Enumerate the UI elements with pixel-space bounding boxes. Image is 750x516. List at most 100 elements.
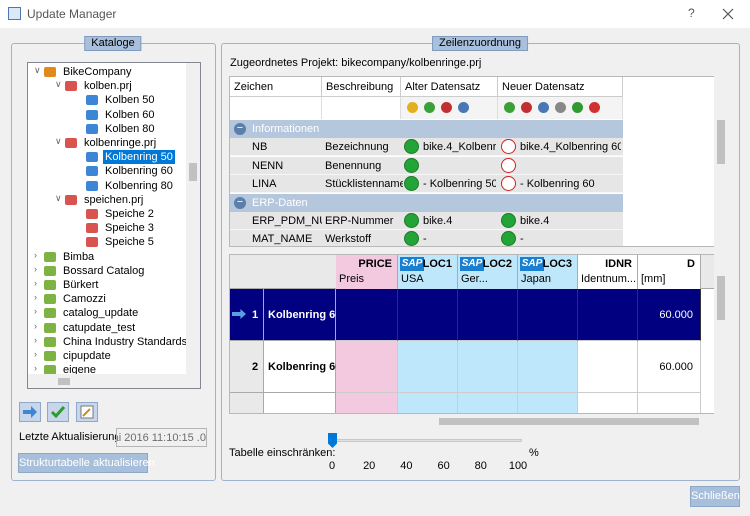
slider-track <box>332 439 522 442</box>
column-header: Alter Datensatz <box>401 77 498 97</box>
tree-icon <box>44 67 56 77</box>
toolbar-icon[interactable] <box>521 102 532 113</box>
toolbar-icon[interactable] <box>538 102 549 113</box>
expander[interactable]: › <box>34 264 37 274</box>
toolbar-icon[interactable] <box>572 102 583 113</box>
toolbar-icon[interactable] <box>589 102 600 113</box>
expander[interactable]: › <box>34 250 37 260</box>
tree-item[interactable]: BikeCompany <box>61 65 133 79</box>
value-cell: - <box>423 233 496 245</box>
app-icon <box>8 7 21 20</box>
grid-cell <box>578 393 638 414</box>
tree-item[interactable]: China Industry Standards <box>61 335 189 349</box>
tree-item[interactable]: cipupdate <box>61 349 113 363</box>
catalog-tree: ∨BikeCompany∨kolben.prjKolben 50Kolben 6… <box>27 62 201 389</box>
refresh-button[interactable]: Strukturtabelle aktualisieren <box>18 453 148 473</box>
expander[interactable]: ∨ <box>34 65 41 76</box>
grid-hscrollbar[interactable] <box>229 414 715 428</box>
expander[interactable]: › <box>34 321 37 331</box>
expander[interactable]: ∨ <box>55 79 62 90</box>
tree-item[interactable]: Bimba <box>61 250 96 264</box>
column-name: IDNR <box>605 258 632 270</box>
toolbar-icon[interactable] <box>555 102 566 113</box>
help-button[interactable]: ? <box>688 6 695 20</box>
tree-item[interactable]: catalog_update <box>61 306 140 320</box>
sign-cell: NB <box>252 141 322 153</box>
column-subtitle: Identnum... <box>581 273 637 285</box>
tree-item[interactable]: Bossard Catalog <box>61 264 146 278</box>
expander[interactable]: › <box>34 363 37 373</box>
value-cell: - Kolbenring 50 <box>423 178 496 190</box>
status-missing <box>501 158 516 173</box>
mapping-scrollbar[interactable] <box>714 76 728 247</box>
column-header: Beschreibung <box>322 77 401 97</box>
tree-icon <box>44 280 56 290</box>
close-icon[interactable] <box>722 8 734 20</box>
toolbar-icon[interactable] <box>441 102 452 113</box>
tree-item[interactable]: kolben.prj <box>82 79 134 93</box>
tree-item[interactable]: speichen.prj <box>82 193 145 207</box>
tree-hscrollbar[interactable] <box>28 374 200 388</box>
grid-cell <box>458 341 518 393</box>
expander[interactable]: › <box>34 349 37 359</box>
sign-cell: MAT_NAME <box>252 233 322 245</box>
toolbar-icon[interactable] <box>504 102 515 113</box>
value-cell: - <box>520 233 621 245</box>
tree-icon <box>44 337 56 347</box>
expander[interactable]: › <box>34 292 37 302</box>
row-header[interactable] <box>230 393 264 414</box>
tree-item[interactable]: Kolben 60 <box>103 108 157 122</box>
sap-logo: SAP <box>520 257 544 271</box>
tree-item[interactable]: Speiche 3 <box>103 221 156 235</box>
tree-icon <box>65 81 77 91</box>
expander[interactable]: › <box>34 335 37 345</box>
toolbar-icon[interactable] <box>458 102 469 113</box>
tree-item[interactable]: Kolben 80 <box>103 122 157 136</box>
tree-item[interactable]: Kolbenring 80 <box>103 179 175 193</box>
edit-button[interactable] <box>76 402 98 422</box>
status-missing <box>501 176 516 191</box>
group-name: ERP-Daten <box>252 197 308 209</box>
column-header: Zeichen <box>230 77 322 97</box>
scroll-thumb[interactable] <box>439 418 699 425</box>
scroll-thumb[interactable] <box>717 276 725 320</box>
tree-vscrollbar[interactable] <box>186 63 200 374</box>
row-index: 1 <box>252 309 258 321</box>
sign-cell: NENN <box>252 160 322 172</box>
slider-tick: 100 <box>509 460 527 472</box>
column-name: LOC2 <box>483 258 512 270</box>
expander[interactable]: › <box>34 306 37 316</box>
collapse-icon[interactable]: − <box>234 123 246 135</box>
group-name: Informationen <box>252 123 319 135</box>
data-grid: PRICEPreisSAPLOC1USASAPLOC2Ger...SAPLOC3… <box>229 254 715 414</box>
grid-vscrollbar[interactable] <box>714 254 728 428</box>
check-button[interactable] <box>47 402 69 422</box>
value-cell: bike.4 <box>520 215 621 227</box>
row-header[interactable] <box>230 341 264 393</box>
scroll-thumb[interactable] <box>717 120 725 164</box>
tree-item[interactable]: catupdate_test <box>61 321 137 335</box>
tree-item[interactable]: Speiche 5 <box>103 235 156 249</box>
tree-item[interactable]: Kolbenring 60 <box>103 164 175 178</box>
scroll-thumb[interactable] <box>58 378 70 385</box>
tree-item[interactable]: Camozzi <box>61 292 108 306</box>
collapse-icon[interactable]: − <box>234 197 246 209</box>
expander[interactable]: ∨ <box>55 136 62 147</box>
description-cell: Werkstoff <box>325 233 403 245</box>
tree-item[interactable]: Bürkert <box>61 278 100 292</box>
toolbar-icon[interactable] <box>424 102 435 113</box>
sign-cell: LINA <box>252 178 322 190</box>
apply-button[interactable] <box>19 402 41 422</box>
status-ok <box>501 231 516 246</box>
toolbar-icon[interactable] <box>407 102 418 113</box>
tree-item[interactable]: Speiche 2 <box>103 207 156 221</box>
grid-cell <box>518 289 578 341</box>
tree-item[interactable]: Kolbenring 50 <box>103 150 175 164</box>
close-button[interactable]: Schließen <box>690 486 740 507</box>
expander[interactable]: › <box>34 278 37 288</box>
expander[interactable]: ∨ <box>55 193 62 204</box>
icon-cell <box>230 97 322 119</box>
tree-item[interactable]: kolbenringe.prj <box>82 136 158 150</box>
scroll-thumb[interactable] <box>189 163 197 181</box>
tree-item[interactable]: Kolben 50 <box>103 93 157 107</box>
